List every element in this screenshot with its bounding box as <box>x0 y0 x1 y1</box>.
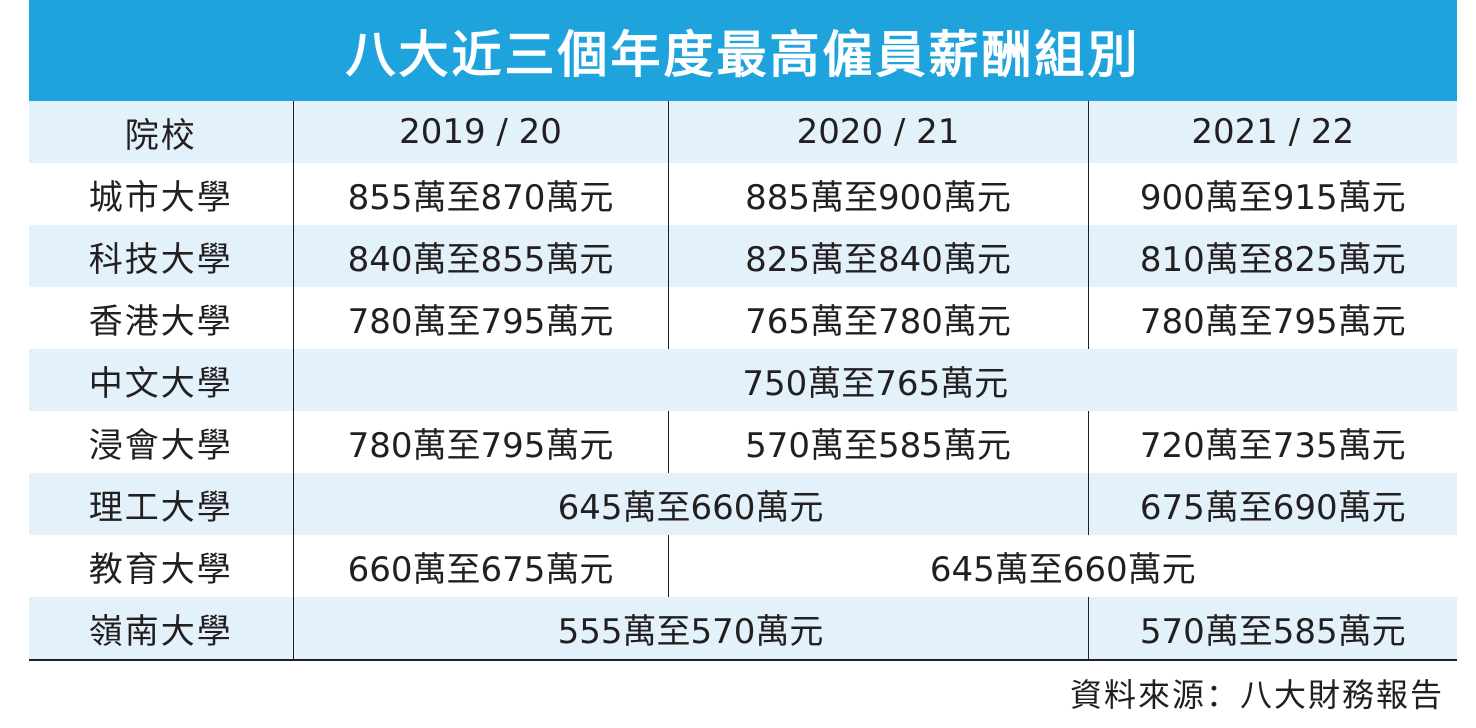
salary-cell: 570萬至585萬元 <box>1087 597 1457 661</box>
table-row: 城市大學 855萬至870萬元 885萬至900萬元 900萬至915萬元 <box>29 163 1457 225</box>
table-row: 教育大學 660萬至675萬元 645萬至660萬元 <box>29 535 1457 597</box>
salary-cell: 885萬至900萬元 <box>667 163 1088 225</box>
salary-figure: 八大近三個年度最高僱員薪酬組別 院校 2019 / 20 2020 / 21 2… <box>29 0 1457 661</box>
school-name: 教育大學 <box>29 535 293 597</box>
school-name: 城市大學 <box>29 163 293 225</box>
salary-cell: 825萬至840萬元 <box>667 225 1088 287</box>
table-row: 香港大學 780萬至795萬元 765萬至780萬元 780萬至795萬元 <box>29 287 1457 349</box>
school-name: 理工大學 <box>29 473 293 535</box>
salary-cell: 900萬至915萬元 <box>1087 163 1457 225</box>
salary-cell: 780萬至795萬元 <box>292 411 668 473</box>
salary-cell: 675萬至690萬元 <box>1087 473 1457 535</box>
salary-cell: 810萬至825萬元 <box>1087 225 1457 287</box>
table-header-row: 院校 2019 / 20 2020 / 21 2021 / 22 <box>29 101 1457 163</box>
salary-cell: 780萬至795萬元 <box>292 287 668 349</box>
table-row: 嶺南大學 555萬至570萬元 570萬至585萬元 <box>29 597 1457 661</box>
salary-table: 院校 2019 / 20 2020 / 21 2021 / 22 城市大學 85… <box>29 101 1457 661</box>
table-row: 中文大學 750萬至765萬元 <box>29 349 1457 411</box>
header-year-2020: 2020 / 21 <box>667 101 1088 163</box>
school-name: 中文大學 <box>29 349 293 411</box>
salary-cell: 555萬至570萬元 <box>292 597 1088 661</box>
source-note: 資料來源：八大財務報告 <box>1069 676 1444 714</box>
school-name: 浸會大學 <box>29 411 293 473</box>
school-name: 香港大學 <box>29 287 293 349</box>
salary-cell: 720萬至735萬元 <box>1087 411 1457 473</box>
table-row: 浸會大學 780萬至795萬元 570萬至585萬元 720萬至735萬元 <box>29 411 1457 473</box>
salary-cell: 840萬至855萬元 <box>292 225 668 287</box>
header-year-2019: 2019 / 20 <box>292 101 668 163</box>
table-row: 科技大學 840萬至855萬元 825萬至840萬元 810萬至825萬元 <box>29 225 1457 287</box>
header-school: 院校 <box>29 101 293 163</box>
salary-cell: 780萬至795萬元 <box>1087 287 1457 349</box>
salary-cell: 855萬至870萬元 <box>292 163 668 225</box>
school-name: 科技大學 <box>29 225 293 287</box>
salary-cell: 645萬至660萬元 <box>292 473 1088 535</box>
salary-cell: 765萬至780萬元 <box>667 287 1088 349</box>
table-row: 理工大學 645萬至660萬元 675萬至690萬元 <box>29 473 1457 535</box>
salary-cell: 645萬至660萬元 <box>667 535 1457 597</box>
salary-cell: 570萬至585萬元 <box>667 411 1088 473</box>
school-name: 嶺南大學 <box>29 597 293 661</box>
salary-cell: 750萬至765萬元 <box>292 349 1457 411</box>
figure-title: 八大近三個年度最高僱員薪酬組別 <box>29 0 1457 101</box>
salary-cell: 660萬至675萬元 <box>292 535 668 597</box>
header-year-2021: 2021 / 22 <box>1087 101 1457 163</box>
